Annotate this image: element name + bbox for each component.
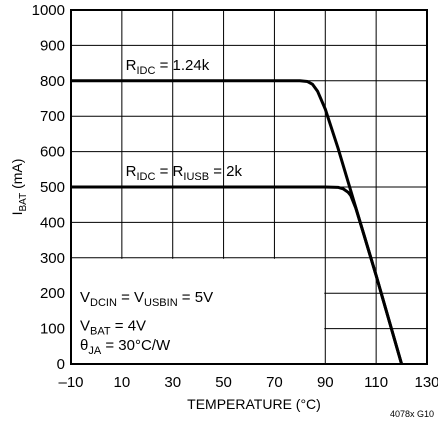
y-tick-label: 900 bbox=[40, 37, 65, 54]
series-label-1: RIDC = RIUSB = 2k bbox=[126, 163, 243, 183]
y-tick-label: 300 bbox=[40, 250, 65, 267]
x-axis-title: TEMPERATURE (°C) bbox=[187, 396, 321, 412]
series-line-1 bbox=[71, 185, 404, 365]
annotation-line-0: VDCIN = VUSBIN = 5V bbox=[80, 289, 213, 309]
y-tick-label: 100 bbox=[40, 321, 65, 338]
y-tick-label: 0 bbox=[57, 356, 65, 373]
x-tick-label: 90 bbox=[317, 374, 334, 391]
x-tick-label: –10 bbox=[58, 374, 83, 391]
x-tick-label: 110 bbox=[364, 374, 388, 391]
y-tick-label: 800 bbox=[40, 73, 65, 90]
annotation-line-2: θJA = 30°C/W bbox=[80, 337, 171, 357]
annotation-line-1: VBAT = 4V bbox=[80, 318, 146, 338]
x-tick-label: 130 bbox=[414, 374, 438, 391]
y-tick-label: 700 bbox=[40, 108, 65, 125]
x-tick-labels: –10 10 30 50 70 90 110 130 bbox=[58, 374, 438, 391]
y-tick-label: 400 bbox=[40, 214, 65, 231]
y-tick-label: 200 bbox=[40, 285, 65, 302]
x-tick-label: 10 bbox=[114, 374, 131, 391]
series-labels: RIDC = 1.24k RIDC = RIUSB = 2k bbox=[126, 57, 243, 183]
y-tick-label: 600 bbox=[40, 144, 65, 161]
plot-frame bbox=[70, 9, 428, 365]
x-tick-label: 70 bbox=[266, 374, 283, 391]
x-tick-label: 50 bbox=[215, 374, 232, 391]
y-tick-label: 1000 bbox=[32, 2, 65, 19]
curves bbox=[71, 79, 404, 365]
annotation-box bbox=[72, 258, 325, 363]
y-tick-label: 500 bbox=[40, 179, 65, 196]
annotation-bg bbox=[72, 258, 325, 363]
y-tick-labels: 0 100 200 300 400 500 600 700 800 900 1000 bbox=[32, 2, 65, 373]
y-axis-title: IBAT (mA) bbox=[9, 159, 29, 216]
x-tick-label: 30 bbox=[164, 374, 181, 391]
series-label-0: RIDC = 1.24k bbox=[126, 57, 210, 77]
figure-code: 4078x G10 bbox=[390, 409, 434, 419]
